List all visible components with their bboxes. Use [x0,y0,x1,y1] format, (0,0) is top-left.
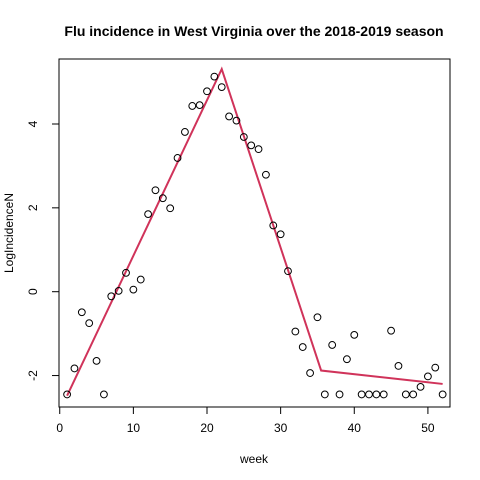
y-tick-label: 2 [26,204,40,211]
x-tick-label: 40 [348,421,362,435]
x-tick-label: 30 [274,421,288,435]
data-point [136,275,145,284]
data-points [63,72,447,399]
data-point [431,363,440,372]
data-point [166,204,175,213]
data-point [372,390,381,399]
data-point [409,390,418,399]
data-point [335,390,344,399]
y-axis: -2 0 2 4 [26,120,60,381]
data-point [379,390,388,399]
data-point [210,72,219,81]
data-point [328,341,337,349]
data-point [254,145,263,154]
data-point [365,390,373,399]
plot-frame [58,58,451,408]
data-point [291,327,300,336]
data-point [144,210,152,219]
data-point [276,230,285,239]
data-point [70,364,79,373]
data-point [100,390,108,399]
x-tick-label: 50 [421,421,435,435]
data-point [350,330,359,339]
data-point [188,102,197,110]
data-point [313,313,322,322]
data-point [284,267,292,276]
data-point [122,268,130,277]
data-point [77,308,86,317]
y-axis-label: LogIncidenceN [2,193,16,273]
fit-line [66,66,443,397]
data-point [225,112,233,121]
data-point [387,326,395,335]
data-point [247,141,256,150]
y-tick-label: -2 [26,370,40,381]
data-point [85,319,94,328]
x-axis: 0 10 20 30 40 50 [56,406,435,435]
data-point [129,285,138,294]
data-point [63,390,71,399]
data-point [114,286,123,295]
data-point [107,292,116,301]
data-point [343,355,351,364]
data-point [239,133,248,141]
data-point [158,194,167,203]
data-point [438,390,447,399]
x-axis-label: week [239,452,269,466]
data-point [416,382,425,391]
data-point [269,221,278,230]
data-point [401,390,410,399]
x-tick-label: 20 [200,421,214,435]
data-point [306,369,314,377]
data-point [151,186,160,195]
data-point [203,87,211,96]
data-point [298,343,307,351]
data-point [320,390,329,399]
y-tick-label: 4 [26,120,40,127]
data-point [394,362,403,370]
x-tick-label: 0 [56,421,63,435]
data-point [181,128,189,136]
data-point [357,390,366,399]
data-point [217,83,226,91]
data-point [262,170,270,179]
x-tick-label: 10 [127,421,141,435]
data-point [195,101,204,110]
chart-title: Flu incidence in West Virginia over the … [64,23,443,39]
y-tick-label: 0 [26,288,40,295]
data-point [424,372,432,381]
data-point [173,154,182,162]
data-point [92,356,101,365]
data-point [232,116,241,125]
